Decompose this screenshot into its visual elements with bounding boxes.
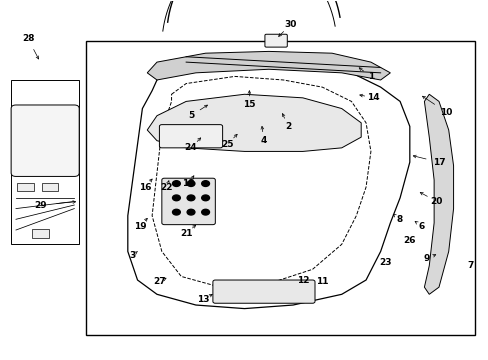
Text: 2: 2: [285, 122, 291, 131]
FancyBboxPatch shape: [212, 280, 314, 303]
Circle shape: [172, 209, 180, 215]
FancyBboxPatch shape: [264, 34, 287, 47]
Text: 28: 28: [22, 35, 34, 44]
Text: 19: 19: [133, 222, 146, 231]
Text: 23: 23: [379, 258, 391, 267]
Text: 14: 14: [366, 93, 379, 102]
Circle shape: [172, 181, 180, 186]
Text: 26: 26: [403, 236, 415, 245]
Text: 25: 25: [221, 140, 233, 149]
Text: 18: 18: [182, 179, 194, 188]
Text: 16: 16: [138, 183, 151, 192]
Text: 13: 13: [197, 295, 209, 304]
Text: 6: 6: [418, 222, 424, 231]
Text: 30: 30: [284, 20, 296, 29]
Circle shape: [201, 181, 209, 186]
FancyBboxPatch shape: [11, 105, 79, 176]
Text: 27: 27: [153, 277, 165, 286]
Text: 4: 4: [260, 136, 266, 145]
Text: 3: 3: [129, 251, 136, 260]
Text: 24: 24: [184, 143, 197, 152]
Text: 21: 21: [180, 229, 192, 238]
Text: 22: 22: [160, 183, 173, 192]
Circle shape: [187, 181, 195, 186]
FancyBboxPatch shape: [86, 41, 474, 336]
FancyBboxPatch shape: [159, 125, 222, 148]
FancyBboxPatch shape: [162, 178, 215, 225]
Circle shape: [187, 209, 195, 215]
Circle shape: [201, 209, 209, 215]
Text: 15: 15: [243, 100, 255, 109]
FancyBboxPatch shape: [18, 183, 34, 192]
Circle shape: [187, 195, 195, 201]
Polygon shape: [424, 94, 453, 294]
Text: 9: 9: [423, 254, 429, 263]
Polygon shape: [147, 51, 389, 80]
Text: 29: 29: [34, 201, 46, 210]
Text: 20: 20: [429, 197, 442, 206]
Polygon shape: [147, 94, 361, 152]
Text: 5: 5: [187, 111, 194, 120]
Text: 12: 12: [296, 275, 308, 284]
Text: 17: 17: [432, 158, 445, 167]
FancyBboxPatch shape: [32, 229, 48, 238]
FancyBboxPatch shape: [41, 183, 58, 192]
Text: 1: 1: [367, 72, 373, 81]
Text: 8: 8: [396, 215, 403, 224]
Circle shape: [172, 195, 180, 201]
Text: 7: 7: [467, 261, 473, 270]
Circle shape: [201, 195, 209, 201]
Text: 10: 10: [439, 108, 451, 117]
Text: 11: 11: [315, 277, 328, 286]
